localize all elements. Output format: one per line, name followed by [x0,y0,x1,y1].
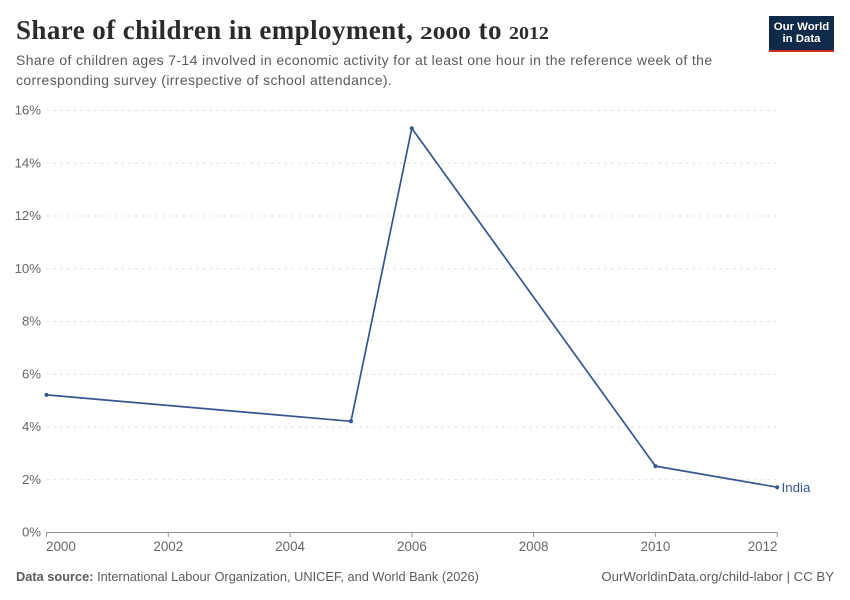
svg-text:2010: 2010 [641,539,671,554]
svg-text:2012: 2012 [748,539,778,554]
svg-text:2004: 2004 [275,539,305,554]
svg-text:2008: 2008 [519,539,549,554]
svg-text:2000: 2000 [46,539,76,554]
svg-text:16%: 16% [15,103,42,118]
svg-text:14%: 14% [15,155,42,170]
svg-text:2002: 2002 [153,539,183,554]
svg-text:4%: 4% [22,419,41,434]
svg-text:6%: 6% [22,366,41,381]
svg-text:India: India [782,480,811,495]
svg-text:12%: 12% [15,208,42,223]
svg-text:2006: 2006 [397,539,427,554]
svg-text:8%: 8% [22,314,41,329]
svg-text:2%: 2% [22,472,41,487]
svg-text:0%: 0% [22,525,41,540]
svg-text:10%: 10% [15,261,42,276]
